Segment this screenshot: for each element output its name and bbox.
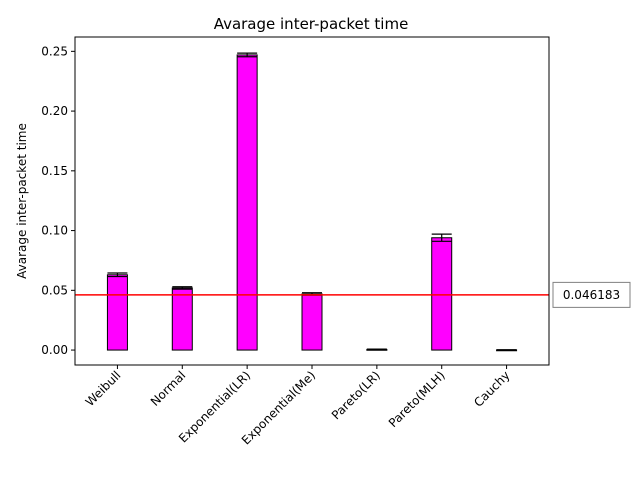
x-tick-label: Normal	[148, 368, 189, 409]
reference-value-label: 0.046183	[563, 288, 620, 302]
y-tick-label: 0.00	[41, 343, 68, 357]
y-axis-label: Avarage inter-packet time	[15, 123, 29, 279]
y-tick-label: 0.10	[41, 224, 68, 238]
x-tick-label: Weibull	[83, 368, 124, 409]
y-tick-label: 0.05	[41, 283, 68, 297]
bar-weibull	[106, 274, 128, 351]
y-tick-label: 0.15	[41, 164, 68, 178]
x-tick-label: Pareto(MLH)	[386, 368, 448, 430]
bar-pareto-mlh	[431, 237, 453, 351]
y-tick-label: 0.25	[41, 44, 68, 58]
x-tick-label: Cauchy	[471, 368, 512, 409]
x-tick-label: Pareto(LR)	[329, 368, 383, 422]
bar-exponential-lr	[236, 54, 258, 351]
bar-exponential-me	[301, 293, 323, 351]
bar-normal	[171, 287, 193, 351]
reference-value-box	[552, 281, 631, 308]
y-tick-label: 0.20	[41, 104, 68, 118]
chart-title: Avarage inter-packet time	[214, 15, 409, 33]
